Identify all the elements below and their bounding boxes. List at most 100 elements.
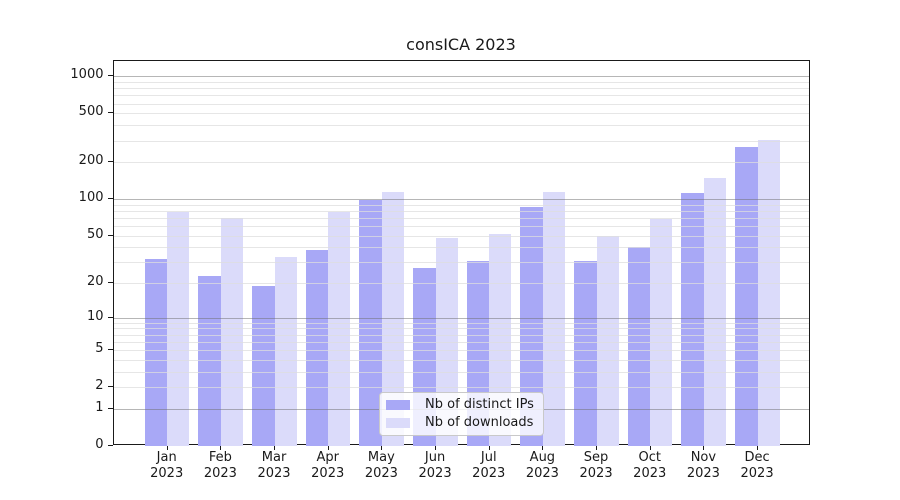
x-tick-label: Jan 2023: [150, 450, 184, 481]
y-tick-label: 200: [78, 153, 104, 169]
legend-swatch-distinct-ips: [386, 400, 410, 410]
bar-distinct-ips-jan: [144, 258, 168, 446]
gridline-minor: [113, 371, 809, 373]
bar-distinct-ips-dec: [735, 147, 758, 446]
x-tick-label: Oct 2023: [633, 450, 667, 481]
bar-downloads-feb: [220, 217, 243, 446]
y-tick-label: 1000: [70, 67, 104, 83]
y-tick-label: 2: [95, 378, 104, 394]
y-tick-label: 1: [95, 399, 104, 415]
x-tick-mark: [757, 445, 759, 450]
gridline-minor: [113, 322, 809, 324]
x-tick-mark: [542, 445, 544, 450]
y-tick-mark: [107, 445, 113, 446]
chart-title: consICA 2023: [406, 35, 516, 54]
legend-entry-downloads: Nb of downloads: [386, 414, 535, 432]
y-tick-label: 50: [86, 226, 104, 242]
y-tick-mark: [107, 161, 113, 163]
gridline-minor: [113, 81, 809, 83]
gridline-minor: [113, 262, 809, 264]
gridline-minor: [113, 125, 809, 127]
y-tick-mark: [107, 386, 113, 388]
bar-distinct-ips-feb: [198, 275, 221, 446]
gridline-minor: [113, 103, 809, 105]
y-tick-mark: [107, 407, 113, 409]
gridline-major: [113, 199, 809, 200]
bar-downloads-mar: [274, 257, 297, 446]
bar-distinct-ips-sep: [574, 260, 597, 446]
bar-distinct-ips-mar: [252, 285, 275, 446]
plot-area: [112, 60, 810, 446]
x-tick-label: Mar 2023: [257, 450, 291, 481]
gridline-minor: [113, 247, 809, 249]
x-tick-mark: [649, 445, 651, 450]
gridline-minor: [113, 359, 809, 361]
x-tick-label: Aug 2023: [525, 450, 559, 481]
y-tick-label: 5: [95, 341, 104, 357]
gridline-minor: [113, 204, 809, 206]
y-tick-mark: [107, 112, 113, 114]
bar-distinct-ips-nov: [681, 192, 704, 446]
x-tick-mark: [596, 445, 598, 450]
x-tick-mark: [435, 445, 437, 450]
x-tick-mark: [220, 445, 222, 450]
y-tick-label: 0: [95, 437, 104, 452]
x-tick-label: Apr 2023: [311, 450, 345, 481]
y-tick-mark: [107, 234, 113, 236]
gridline-minor: [113, 341, 809, 343]
legend-label-downloads: Nb of downloads: [425, 415, 534, 430]
gridline-minor: [113, 350, 809, 352]
y-tick-mark: [107, 75, 113, 77]
gridline-minor: [113, 210, 809, 212]
gridline-minor: [113, 95, 809, 97]
gridline-minor: [113, 140, 809, 142]
gridline-minor: [113, 328, 809, 330]
bar-downloads-may: [381, 192, 404, 446]
bar-downloads-dec: [757, 139, 780, 446]
x-tick-mark: [703, 445, 705, 450]
bar-downloads-oct: [650, 219, 673, 446]
x-tick-label: Feb 2023: [203, 450, 237, 481]
gridline-minor: [113, 387, 809, 389]
y-tick-label: 10: [86, 308, 104, 324]
gridline-major: [113, 317, 809, 319]
gridline-minor: [113, 225, 809, 227]
y-tick-mark: [107, 198, 113, 199]
bar-distinct-ips-oct: [627, 247, 651, 446]
x-tick-mark: [381, 445, 383, 450]
gridline-major: [113, 76, 809, 78]
gridline-minor: [113, 235, 809, 237]
y-tick-label: 500: [78, 104, 104, 120]
gridline-minor: [113, 88, 809, 90]
y-tick-mark: [107, 349, 113, 351]
gridline-minor: [113, 217, 809, 219]
bar-downloads-nov: [703, 177, 726, 446]
x-tick-mark: [274, 445, 276, 450]
bar-distinct-ips-may: [359, 199, 382, 446]
x-tick-label: Dec 2023: [740, 450, 774, 481]
bar-downloads-sep: [596, 235, 619, 446]
y-tick-label: 100: [78, 190, 104, 205]
x-tick-label: Jul 2023: [472, 450, 506, 481]
x-tick-mark: [166, 445, 168, 450]
x-tick-label: Jun 2023: [418, 450, 452, 481]
y-tick-mark: [107, 316, 113, 318]
legend-swatch-downloads: [386, 418, 410, 428]
gridline-minor: [113, 162, 809, 164]
y-tick-label: 20: [86, 274, 104, 290]
bar-distinct-ips-aug: [520, 206, 543, 446]
x-tick-mark: [327, 445, 329, 450]
legend-label-distinct-ips: Nb of distinct IPs: [425, 397, 534, 412]
legend-entry-distinct-ips: Nb of distinct IPs: [386, 396, 535, 414]
legend: Nb of distinct IPs Nb of downloads: [379, 392, 544, 436]
x-tick-mark: [488, 445, 490, 450]
x-tick-label: May 2023: [364, 450, 398, 481]
gridline-minor: [113, 334, 809, 336]
y-tick-mark: [107, 282, 113, 284]
bar-distinct-ips-apr: [305, 249, 329, 446]
x-tick-label: Sep 2023: [579, 450, 613, 481]
bar-downloads-aug: [542, 191, 565, 446]
gridline-minor: [113, 113, 809, 115]
x-tick-label: Nov 2023: [686, 450, 720, 481]
